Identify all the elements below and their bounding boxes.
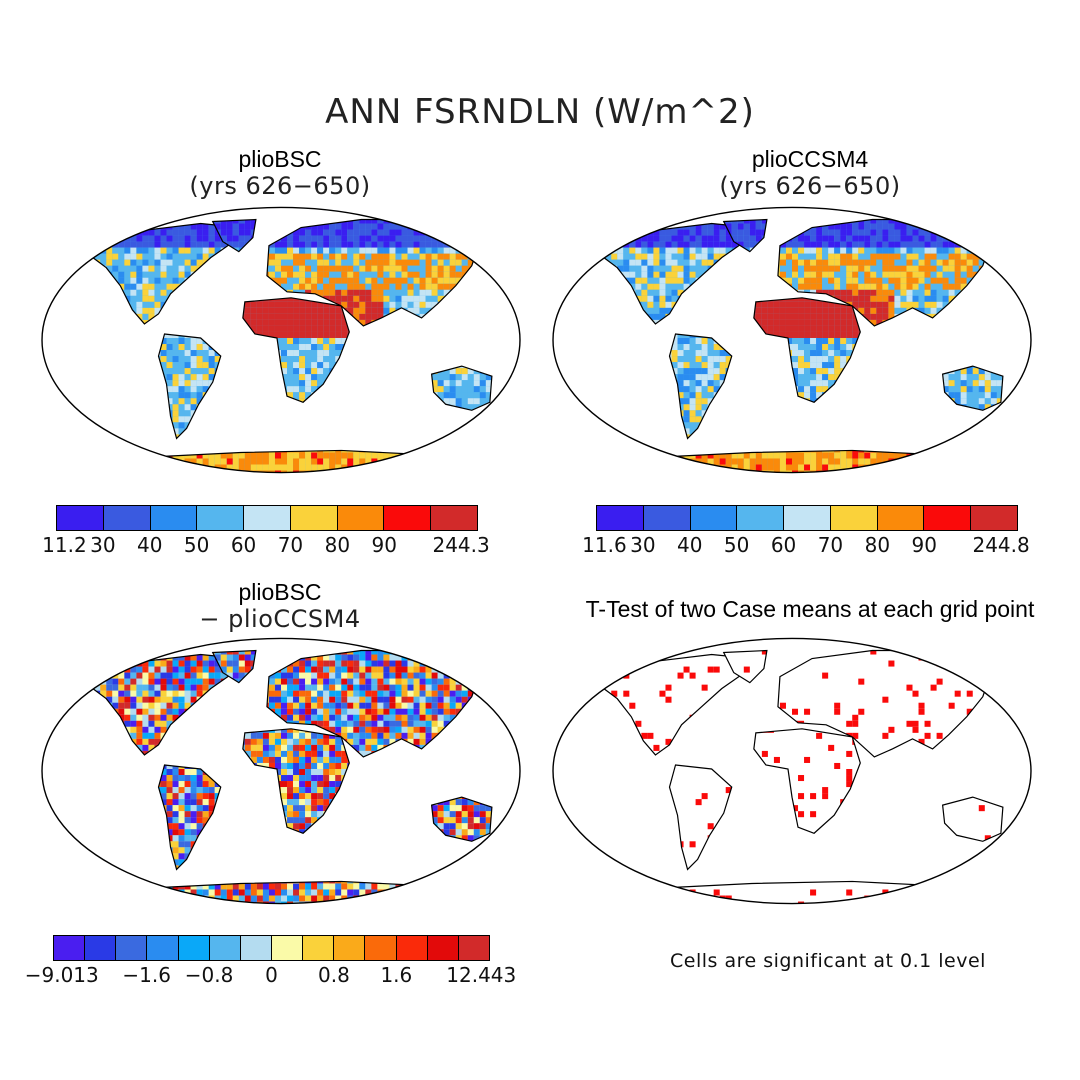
colorbar-cell (338, 506, 385, 530)
colorbar-cell (397, 936, 428, 960)
colorbar-cell (241, 936, 272, 960)
colorbar-tick-label: 80 (865, 533, 890, 557)
colorbar-cell (431, 506, 477, 530)
colorbar-cell (334, 936, 365, 960)
colorbar-cell (116, 936, 147, 960)
colorbar-tick-label: 60 (231, 533, 256, 557)
colorbar-tick-label: 244.8 (972, 533, 1029, 557)
colorbar-cell (878, 506, 925, 530)
colorbar-tick-label: −0.8 (185, 963, 234, 987)
panel-4-title: T-Test of two Case means at each grid po… (545, 596, 1075, 623)
colorbar-tick-label: 12.443 (446, 963, 516, 987)
colorbar-cell (54, 936, 85, 960)
colorbar-tick-label: 70 (818, 533, 843, 557)
colorbar-tick-label: 11.2 (42, 533, 87, 557)
colorbar-difference (53, 935, 490, 961)
colorbar-tick-label: 50 (724, 533, 749, 557)
colorbar-cell (971, 506, 1017, 530)
colorbar-cell (365, 936, 396, 960)
colorbar-cell (384, 506, 431, 530)
colorbar-cell (644, 506, 691, 530)
colorbar-tick-label: −9.013 (25, 963, 99, 987)
colorbar-cell (85, 936, 116, 960)
panel-2-title: plioCCSM4 (620, 146, 1000, 173)
colorbar-tick-label: 80 (325, 533, 350, 557)
colorbar-cell (244, 506, 291, 530)
colorbar-tick-label: 40 (137, 533, 162, 557)
panel-2-subtitle: (yrs 626−650) (620, 172, 1000, 200)
colorbar-cell (291, 506, 338, 530)
panel-1-title: plioBSC (90, 146, 470, 173)
colorbar-cell (147, 936, 178, 960)
colorbar-tick-label: 30 (90, 533, 115, 557)
colorbar-cell (831, 506, 878, 530)
map-difference (40, 636, 522, 906)
colorbar-cell (737, 506, 784, 530)
colorbar-cell (57, 506, 104, 530)
colorbar-tick-label: 90 (371, 533, 396, 557)
colorbar-tick-label: 0.8 (318, 963, 350, 987)
colorbar-tick-label: 70 (278, 533, 303, 557)
colorbar-cell (428, 936, 459, 960)
colorbar-cell (459, 936, 489, 960)
map-plioccsm4 (551, 205, 1033, 475)
colorbar-tick-label: 0 (265, 963, 278, 987)
panel-3-title: plioBSC (90, 579, 470, 606)
panel-3-subtitle: − plioCCSM4 (90, 605, 470, 633)
colorbar-tick-label: 50 (184, 533, 209, 557)
colorbar-cell (597, 506, 644, 530)
colorbar-cell (691, 506, 738, 530)
colorbar-cell (784, 506, 831, 530)
main-title: ANN FSRNDLN (W/m^2) (0, 92, 1080, 132)
colorbar-cell (924, 506, 971, 530)
colorbar-cell (151, 506, 198, 530)
colorbar-plioccsm4 (596, 505, 1018, 531)
colorbar-tick-label: 30 (630, 533, 655, 557)
colorbar-tick-label: 11.6 (582, 533, 627, 557)
colorbar-pliobsc (56, 505, 478, 531)
colorbar-tick-label: 60 (771, 533, 796, 557)
significance-note: Cells are significant at 0.1 level (670, 950, 986, 972)
colorbar-cell (197, 506, 244, 530)
colorbar-cell (210, 936, 241, 960)
colorbar-tick-label: 40 (677, 533, 702, 557)
colorbar-cell (303, 936, 334, 960)
map-pliobsc (40, 205, 522, 475)
panel-1-subtitle: (yrs 626−650) (90, 172, 470, 200)
colorbar-tick-label: 244.3 (432, 533, 489, 557)
colorbar-tick-label: −1.6 (122, 963, 171, 987)
colorbar-cell (104, 506, 151, 530)
colorbar-tick-label: 1.6 (380, 963, 412, 987)
colorbar-tick-label: 90 (911, 533, 936, 557)
colorbar-cell (179, 936, 210, 960)
map-ttest (551, 636, 1033, 906)
colorbar-cell (272, 936, 303, 960)
